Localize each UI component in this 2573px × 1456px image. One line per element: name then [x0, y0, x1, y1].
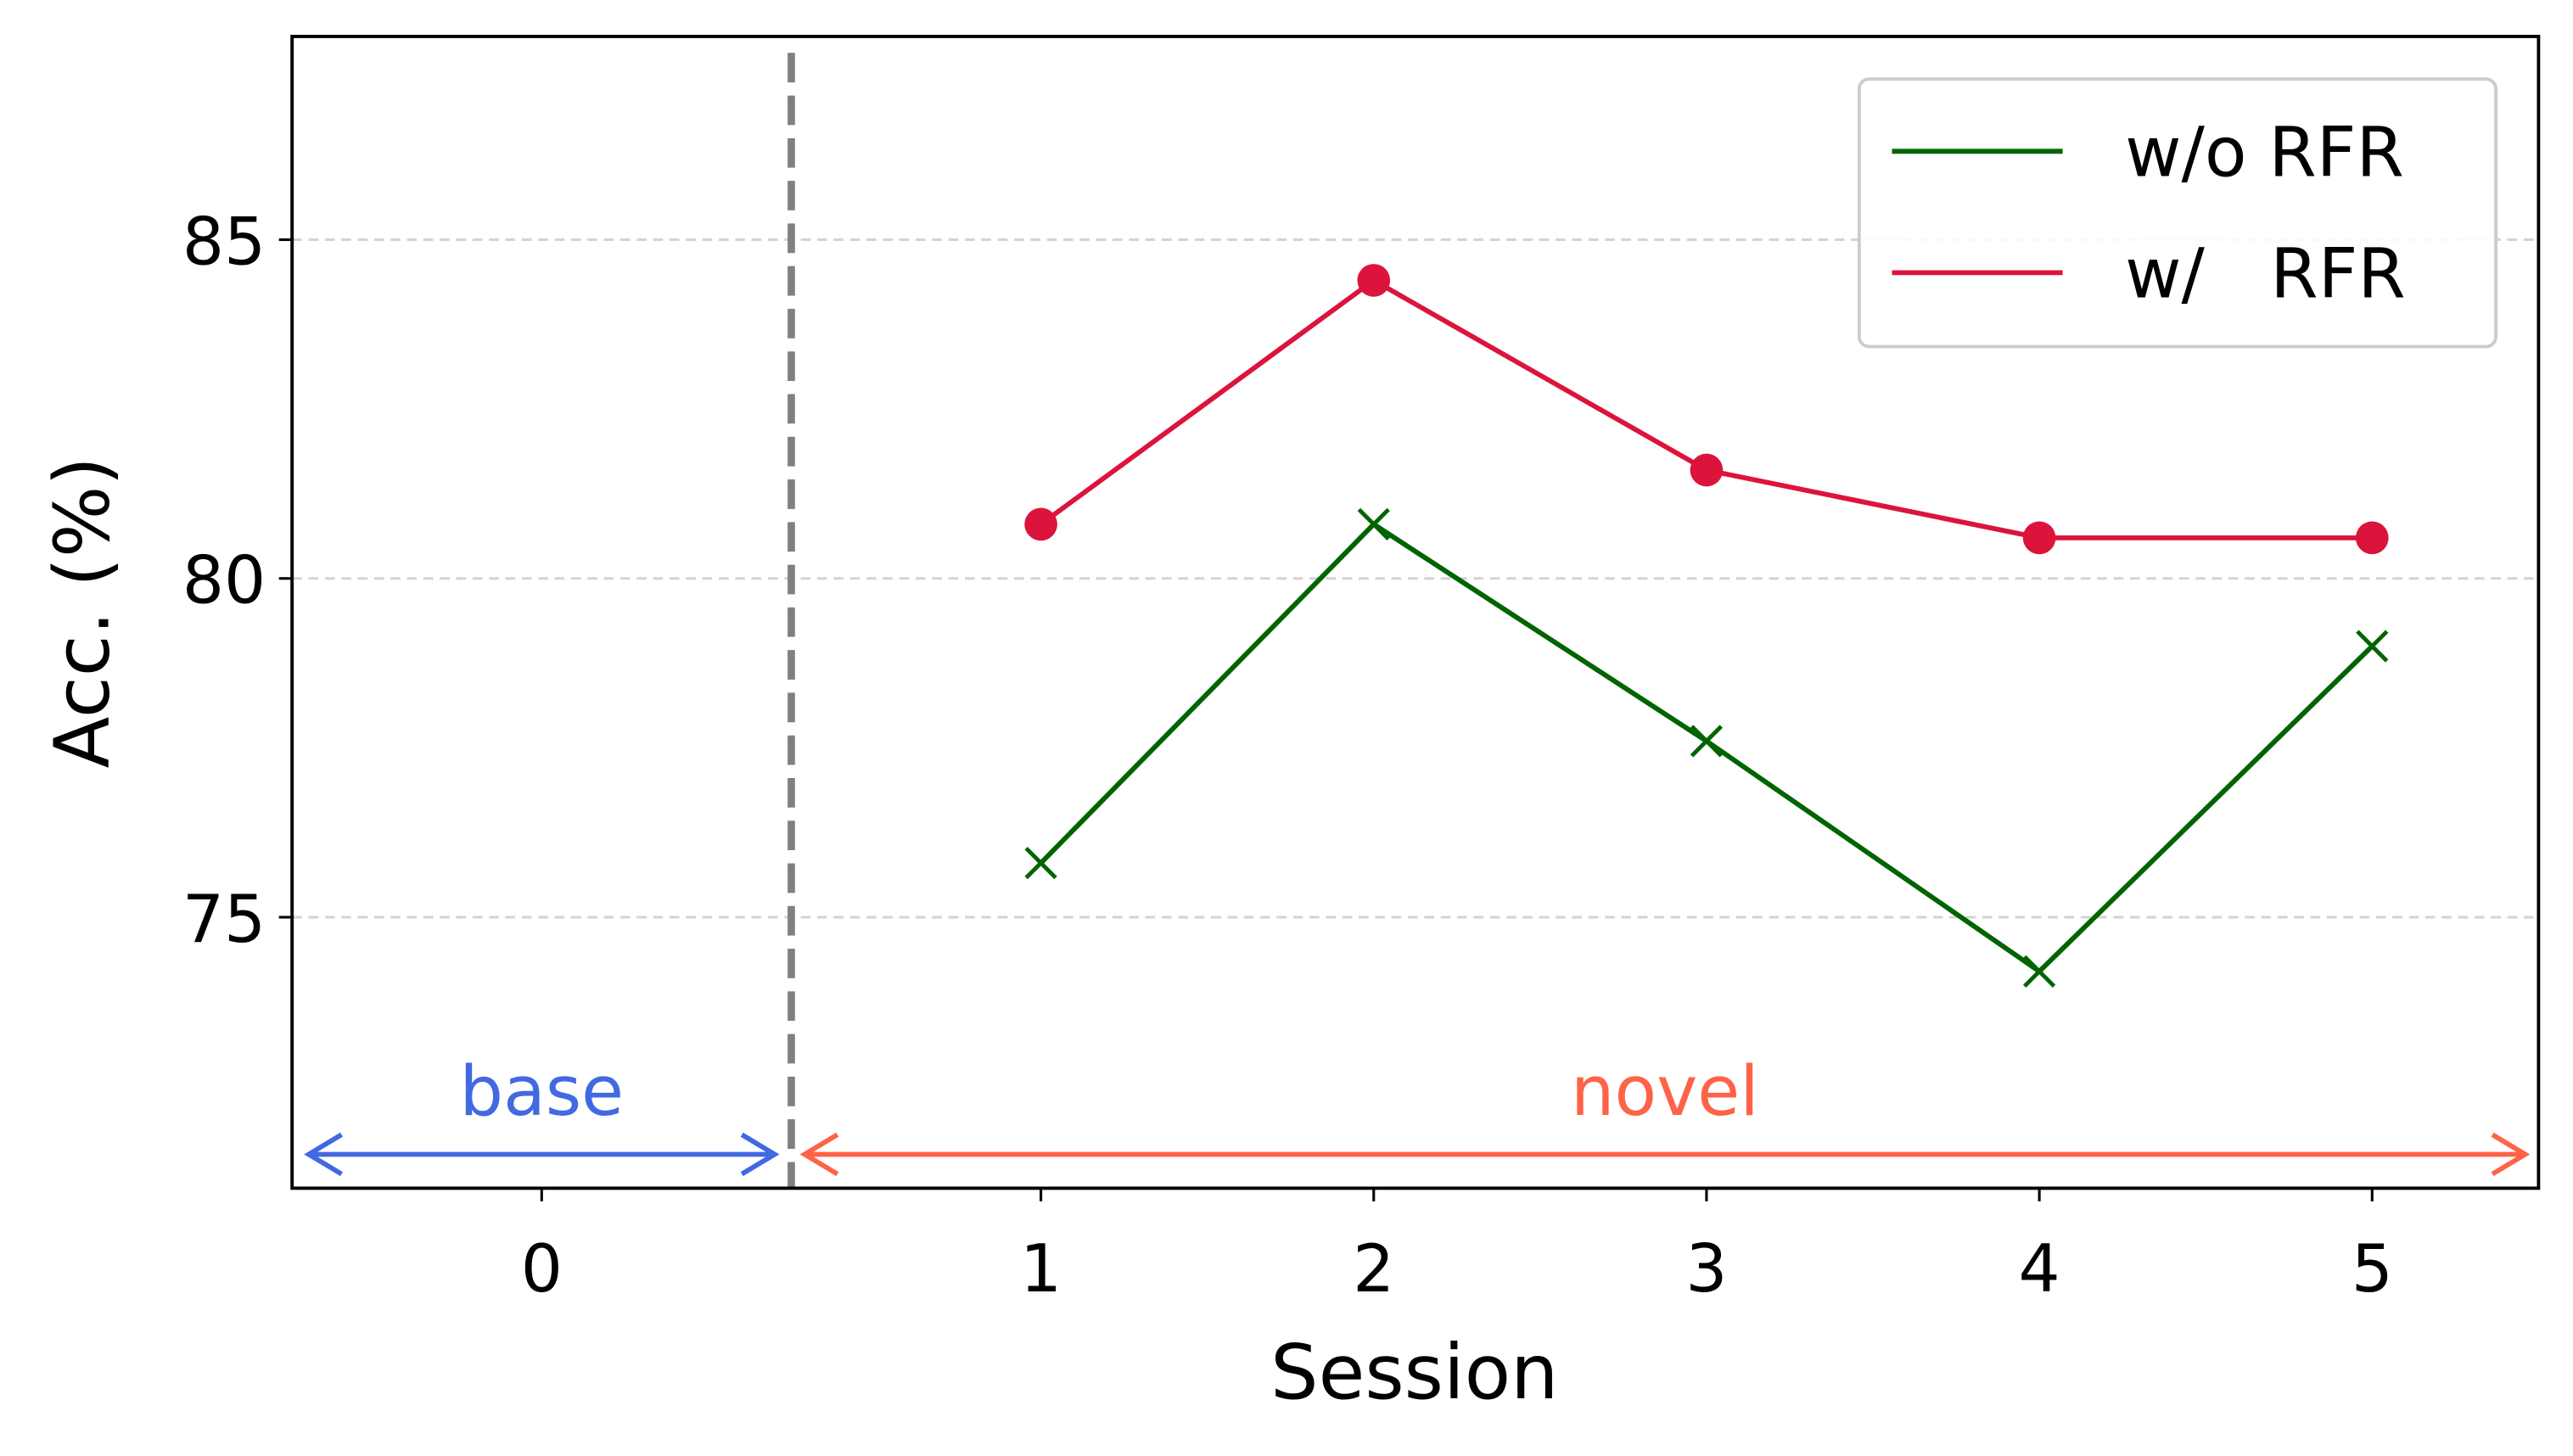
series-line [1039, 521, 2374, 975]
plot-frame [290, 35, 2541, 1190]
point [1024, 507, 1057, 541]
legend: w/o RFR w/ RFR [1857, 77, 2498, 349]
arrow-head [2491, 1132, 2531, 1177]
point [2356, 630, 2389, 663]
x-tick-label: 1 [1020, 1231, 1062, 1308]
arrow-head [799, 1132, 839, 1177]
x-axis-label: Session [1270, 1328, 1558, 1416]
point [1690, 725, 1724, 758]
point [2023, 955, 2056, 988]
x-tick-label: 4 [2019, 1231, 2060, 1308]
x-tick-label: 0 [521, 1231, 563, 1308]
y-tick-label: 80 [182, 543, 266, 619]
arrow-head [740, 1132, 780, 1177]
x-tick-label: 2 [1353, 1231, 1394, 1308]
legend-box [1857, 77, 2498, 349]
legend-label: w/ RFR [2125, 234, 2406, 314]
annotation: base [460, 1052, 625, 1132]
y-tick-label: 85 [182, 204, 266, 281]
x-tick-label: 3 [1685, 1231, 1727, 1308]
y-axis-label: Acc. (%) [38, 456, 126, 769]
x-tick-label: 5 [2352, 1231, 2393, 1308]
point [1357, 264, 1391, 297]
point [1690, 453, 1724, 487]
point [1024, 847, 1057, 880]
point [2022, 521, 2056, 555]
y-tick-label: 75 [182, 882, 266, 958]
legend-label: w/o RFR [2125, 113, 2404, 193]
point [2355, 521, 2389, 555]
point [1357, 507, 1390, 540]
annotation: novel [1571, 1052, 1759, 1132]
arrow-head [304, 1132, 343, 1177]
